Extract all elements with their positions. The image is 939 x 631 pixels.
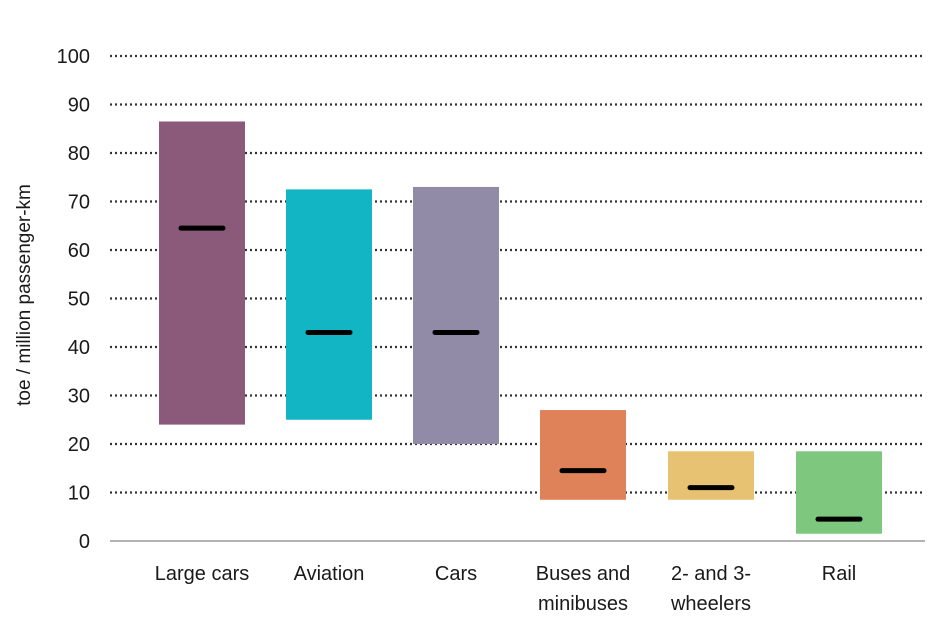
y-tick-label-20: 20 [68, 434, 90, 456]
y-tick-label-50: 50 [68, 289, 90, 311]
category-labels: Large cars Aviation Cars Buses and minibuses… [155, 563, 856, 615]
range-bar-1 [286, 189, 372, 420]
range-bars [159, 121, 882, 534]
gridlines [110, 54, 925, 494]
category-label-3-line-1: minibuses [538, 593, 628, 615]
category-label-5-line-0: Rail [822, 563, 856, 585]
y-tick-label-10: 10 [68, 483, 90, 505]
midpoint-markers [178, 225, 863, 522]
category-label-1-line-0: Aviation [294, 563, 365, 585]
range-bar-4 [668, 451, 754, 500]
y-tick-label-80: 80 [68, 143, 90, 165]
range-bar-3 [540, 410, 626, 500]
category-label-4-line-1: wheelers [670, 593, 751, 615]
y-tick-label-60: 60 [68, 240, 90, 262]
y-axis-ticks: 0 10 20 30 40 50 60 70 80 90 100 [57, 46, 90, 553]
y-axis-label: toe / million passenger-km [14, 184, 35, 406]
y-tick-label-30: 30 [68, 386, 90, 408]
category-label-3-line-0: Buses and [536, 563, 631, 585]
y-tick-label-70: 70 [68, 192, 90, 214]
category-label-0-line-0: Large cars [155, 563, 250, 585]
range-bar-2 [413, 186, 499, 444]
y-tick-label-40: 40 [68, 337, 90, 359]
y-tick-label-0: 0 [79, 531, 90, 553]
category-label-4-line-0: 2- and 3- [671, 563, 751, 585]
y-tick-label-90: 90 [68, 95, 90, 117]
category-label-2-line-0: Cars [435, 563, 477, 585]
range-bar-0 [159, 121, 245, 425]
y-tick-label-100: 100 [57, 46, 90, 68]
